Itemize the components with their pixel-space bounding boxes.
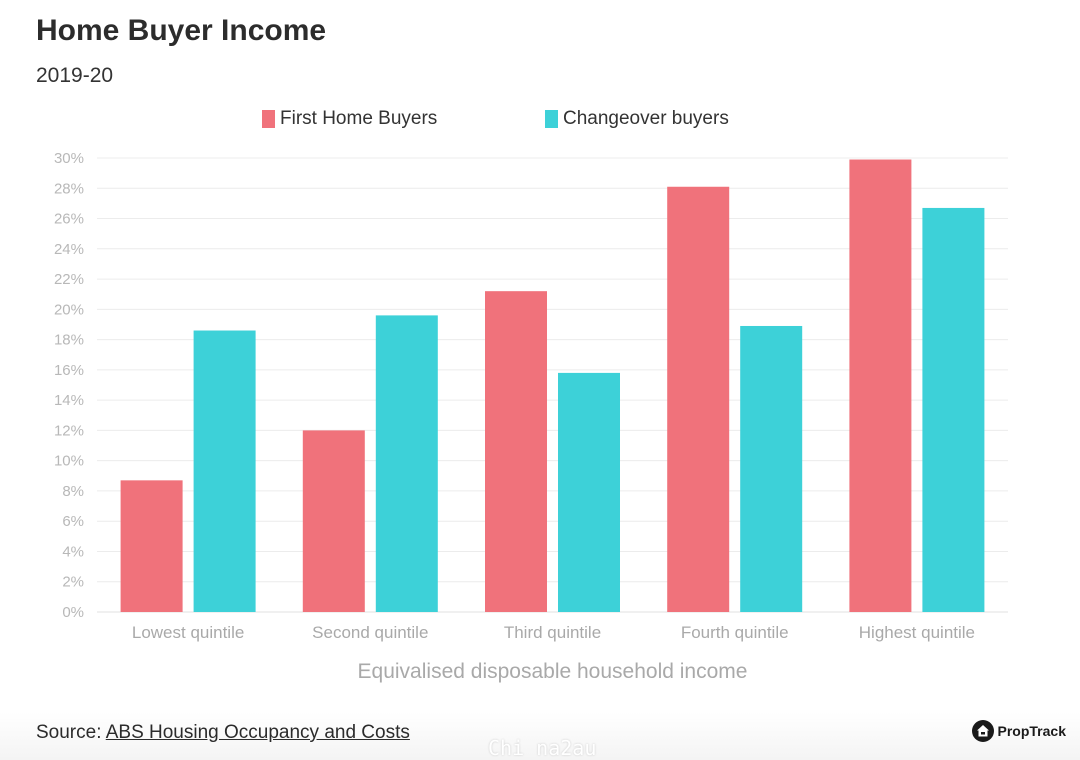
y-tick-label: 16% bbox=[54, 362, 84, 379]
bar-changeover-buyers bbox=[193, 330, 256, 612]
y-tick-label: 6% bbox=[62, 513, 84, 530]
brand-name: PropTrack bbox=[997, 723, 1066, 739]
bar-changeover-buyers bbox=[740, 325, 803, 612]
legend-label-first-home-buyers: First Home Buyers bbox=[280, 108, 438, 129]
source-line: Source: ABS Housing Occupancy and Costs bbox=[36, 722, 410, 744]
y-tick-label: 30% bbox=[54, 150, 84, 167]
bar-first-home-buyers bbox=[120, 480, 183, 612]
x-category-label: Lowest quintile bbox=[132, 623, 244, 642]
y-tick-label: 4% bbox=[62, 543, 84, 560]
y-tick-label: 26% bbox=[54, 211, 84, 228]
x-category-label: Fourth quintile bbox=[681, 623, 789, 642]
y-tick-label: 24% bbox=[54, 241, 84, 258]
house-icon bbox=[971, 720, 994, 742]
watermark: Chi na2au bbox=[488, 736, 597, 760]
y-tick-label: 28% bbox=[54, 180, 84, 197]
x-category-label: Highest quintile bbox=[859, 623, 975, 642]
bar-first-home-buyers bbox=[302, 430, 365, 612]
x-axis-categories: Lowest quintile Second quintile Third quin… bbox=[132, 623, 975, 642]
y-tick-label: 12% bbox=[54, 422, 84, 439]
footer: Source: ABS Housing Occupancy and Costs … bbox=[0, 712, 1080, 760]
bar-chart: 0% 2% 4% 6% 8% 10% 12% 14% 16% 18% 20% 22% 24% 26% 28%… bbox=[54, 150, 1008, 683]
y-tick-label: 2% bbox=[62, 574, 84, 591]
bar-changeover-buyers bbox=[558, 372, 620, 612]
y-tick-label: 0% bbox=[62, 604, 84, 621]
x-category-label: Third quintile bbox=[504, 623, 601, 642]
y-tick-label: 20% bbox=[54, 301, 84, 318]
y-axis-ticks: 0% 2% 4% 6% 8% 10% 12% 14% 16% 18% 20% 22% 24% 26% 28%… bbox=[54, 150, 84, 621]
bar-first-home-buyers bbox=[485, 291, 547, 612]
bar-first-home-buyers bbox=[667, 186, 730, 612]
y-tick-label: 10% bbox=[54, 453, 84, 470]
bar-changeover-buyers bbox=[375, 315, 438, 612]
bar-changeover-buyers bbox=[922, 207, 985, 612]
x-axis-title: Equivalised disposable household income bbox=[358, 660, 748, 683]
chart-subtitle: 2019-20 bbox=[36, 64, 114, 87]
legend: First Home Buyers Changeover buyers bbox=[0, 108, 1080, 132]
legend-swatch-first-home-buyers bbox=[262, 110, 275, 128]
chart-title: Home Buyer Income bbox=[36, 14, 327, 47]
legend-item-changeover-buyers[interactable]: Changeover buyers bbox=[545, 108, 729, 130]
legend-item-first-home-buyers[interactable]: First Home Buyers bbox=[262, 108, 437, 130]
source-prefix: Source: bbox=[36, 722, 102, 743]
y-tick-label: 22% bbox=[54, 271, 84, 288]
y-tick-label: 14% bbox=[54, 392, 84, 409]
y-tick-label: 8% bbox=[62, 483, 84, 500]
x-category-label: Second quintile bbox=[312, 623, 428, 642]
legend-swatch-changeover-buyers bbox=[545, 110, 558, 128]
brand-logo: PropTrack bbox=[971, 720, 1066, 742]
legend-label-changeover-buyers: Changeover buyers bbox=[563, 108, 729, 129]
source-link[interactable]: ABS Housing Occupancy and Costs bbox=[105, 722, 410, 743]
y-tick-label: 18% bbox=[54, 332, 84, 349]
bars bbox=[120, 159, 985, 612]
bar-first-home-buyers bbox=[849, 159, 912, 612]
